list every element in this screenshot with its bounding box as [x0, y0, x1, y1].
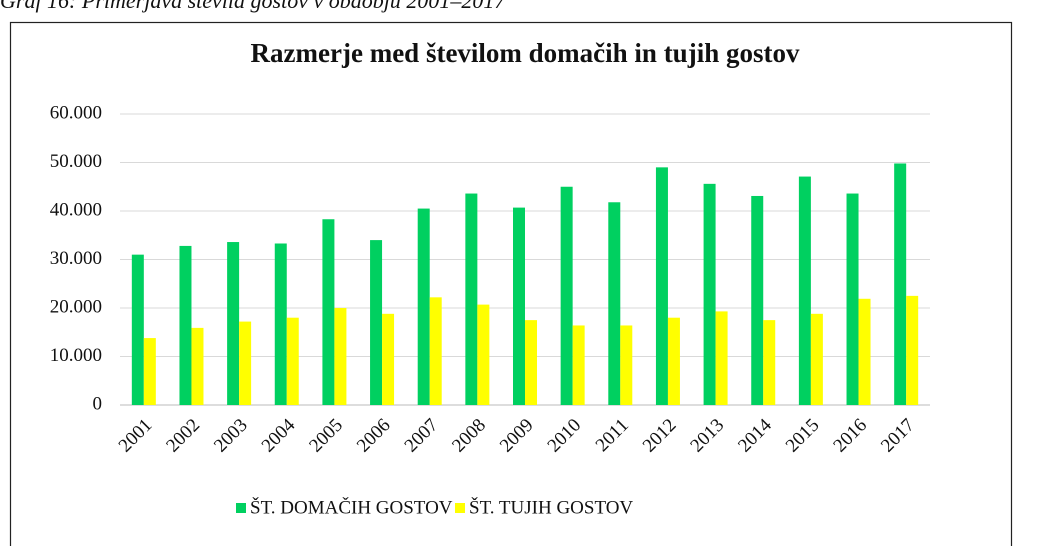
bar	[667, 317, 680, 405]
bar	[608, 202, 621, 405]
x-tick-label: 2013	[686, 415, 728, 457]
bar	[525, 320, 537, 405]
bar	[477, 304, 490, 405]
bar	[334, 308, 347, 405]
bar	[239, 321, 252, 405]
bar	[143, 338, 156, 405]
bar	[751, 195, 764, 405]
bar	[370, 240, 383, 405]
x-tick-label: 2011	[592, 415, 633, 456]
bar	[274, 243, 287, 405]
x-tick-label: 2008	[448, 415, 490, 457]
bar	[715, 311, 728, 405]
x-tick-label: 2015	[782, 415, 824, 457]
y-tick-label: 50.000	[50, 151, 102, 172]
bar	[703, 183, 716, 405]
legend-label: ŠT. DOMAČIH GOSTOV	[250, 496, 453, 518]
x-tick-label: 2014	[734, 414, 776, 456]
bar	[179, 245, 192, 405]
bar	[655, 167, 668, 405]
y-tick-label: 40.000	[50, 199, 102, 220]
y-tick-label: 10.000	[50, 345, 102, 366]
bar	[560, 186, 573, 405]
legend-swatch	[455, 503, 465, 513]
bar	[798, 176, 811, 405]
x-tick-label: 2010	[544, 415, 586, 457]
bar	[906, 295, 919, 405]
bar	[131, 254, 144, 405]
x-tick-label: 2007	[401, 415, 443, 457]
bar	[191, 327, 204, 405]
x-tick-label: 2012	[639, 415, 681, 457]
bar	[513, 207, 525, 405]
y-tick-label: 30.000	[50, 248, 102, 269]
x-tick-label: 2016	[829, 415, 871, 457]
x-tick-label: 2009	[496, 415, 538, 457]
x-tick-label: 2006	[353, 415, 395, 457]
x-tick-label: 2001	[115, 415, 157, 457]
x-tick-label: 2017	[877, 415, 919, 457]
bar	[810, 313, 823, 405]
bar	[417, 208, 430, 405]
bar	[465, 193, 478, 405]
x-tick-label: 2003	[210, 415, 252, 457]
bar	[846, 193, 859, 405]
bar	[858, 298, 871, 405]
bar	[763, 320, 776, 405]
y-tick-label: 0	[93, 393, 103, 414]
bar	[894, 163, 907, 405]
caption: Graf 16: Primerjava števila gostov v obd…	[0, 0, 506, 13]
y-tick-label: 20.000	[50, 296, 102, 317]
bar	[572, 325, 585, 405]
x-tick-label: 2002	[162, 415, 204, 457]
bar	[620, 325, 633, 405]
legend-label: ŠT. TUJIH GOSTOV	[469, 496, 633, 518]
bar	[382, 313, 395, 405]
x-tick-label: 2004	[258, 414, 300, 456]
x-tick-label: 2005	[305, 415, 347, 457]
bar	[322, 219, 335, 405]
bar	[429, 297, 442, 405]
bar	[227, 242, 240, 405]
chart-title: Razmerje med številom domačih in tujih g…	[251, 38, 800, 68]
bar	[286, 317, 299, 405]
legend-swatch	[236, 503, 246, 513]
y-tick-label: 60.000	[50, 102, 102, 123]
chart-border	[9, 21, 1013, 546]
